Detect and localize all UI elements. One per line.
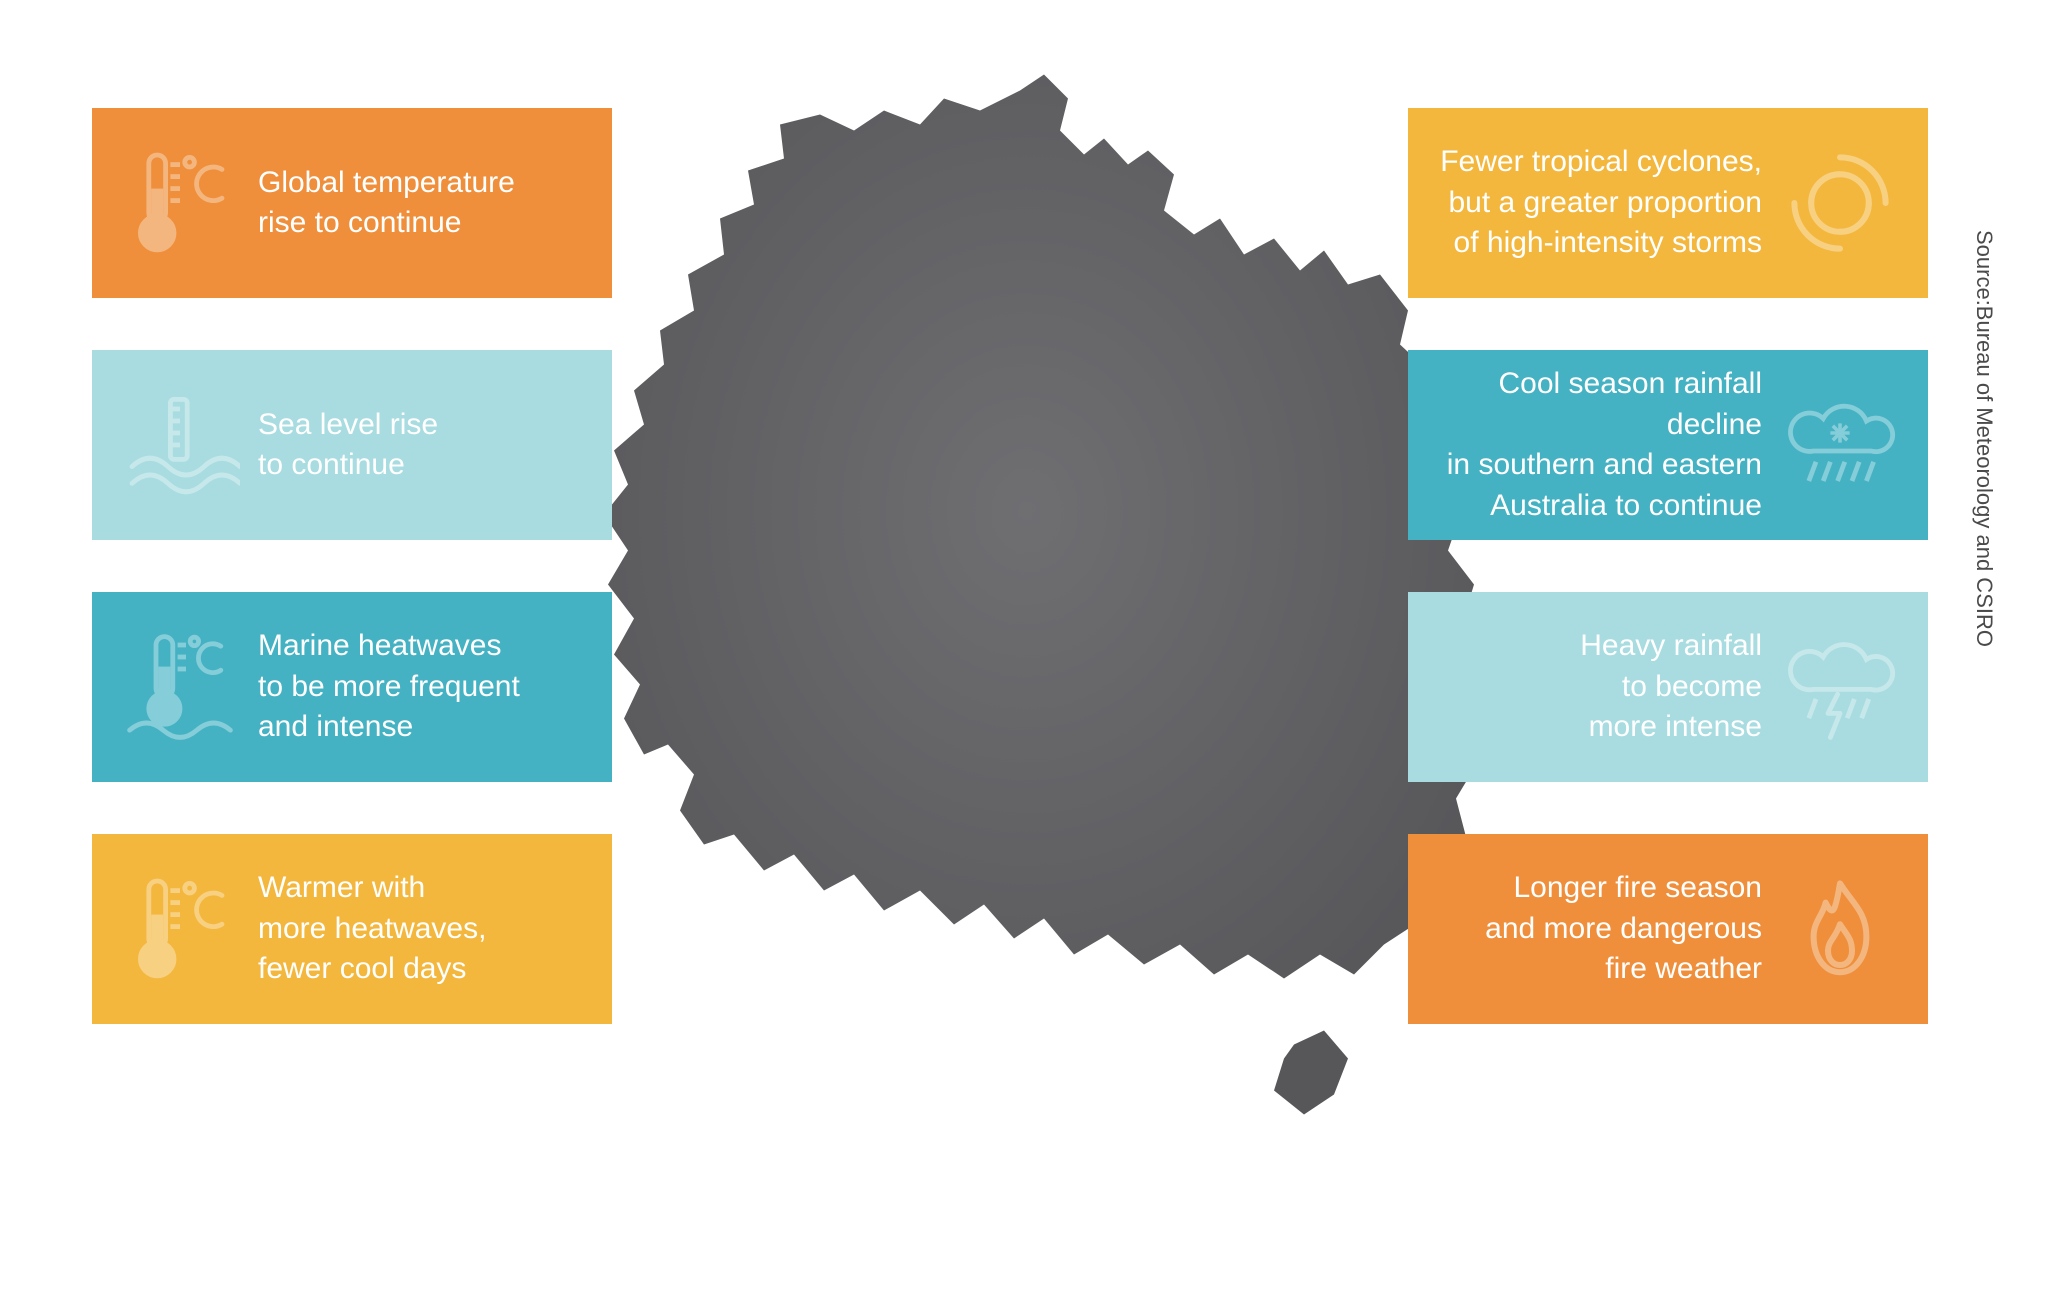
marine-thermometer-icon [120, 627, 240, 747]
cyclone-icon [1780, 143, 1900, 263]
thermometer-c-icon [120, 143, 240, 263]
card-text: Warmer withmore heatwaves,fewer cool day… [258, 868, 584, 990]
snow-cloud-icon [1780, 385, 1900, 505]
info-card: Sea level riseto continue [92, 350, 612, 540]
info-card: Longer fire seasonand more dangerousfire… [1408, 834, 1928, 1024]
source-citation: Source:Bureau of Meteorology and CSIRO [1971, 230, 1997, 647]
card-columns: Global temperaturerise to continue Sea l… [0, 0, 2048, 1294]
card-text: Fewer tropical cyclones,but a greater pr… [1436, 142, 1762, 264]
info-card: Heavy rainfallto becomemore intense [1408, 592, 1928, 782]
card-text: Heavy rainfallto becomemore intense [1436, 626, 1762, 748]
info-card: Marine heatwavesto be more frequentand i… [92, 592, 612, 782]
info-card: Global temperaturerise to continue [92, 108, 612, 298]
thermometer-c-icon [120, 869, 240, 989]
info-card: Warmer withmore heatwaves,fewer cool day… [92, 834, 612, 1024]
info-card: Fewer tropical cyclones,but a greater pr… [1408, 108, 1928, 298]
right-column: Fewer tropical cyclones,but a greater pr… [1408, 108, 1928, 1024]
card-text: Cool season rainfall declinein southern … [1436, 364, 1762, 526]
card-text: Sea level riseto continue [258, 405, 584, 486]
sea-level-icon [120, 385, 240, 505]
fire-icon [1780, 869, 1900, 989]
info-card: Cool season rainfall declinein southern … [1408, 350, 1928, 540]
left-column: Global temperaturerise to continue Sea l… [92, 108, 612, 1024]
storm-cloud-icon [1780, 627, 1900, 747]
card-text: Global temperaturerise to continue [258, 163, 584, 244]
card-text: Longer fire seasonand more dangerousfire… [1436, 868, 1762, 990]
card-text: Marine heatwavesto be more frequentand i… [258, 626, 584, 748]
